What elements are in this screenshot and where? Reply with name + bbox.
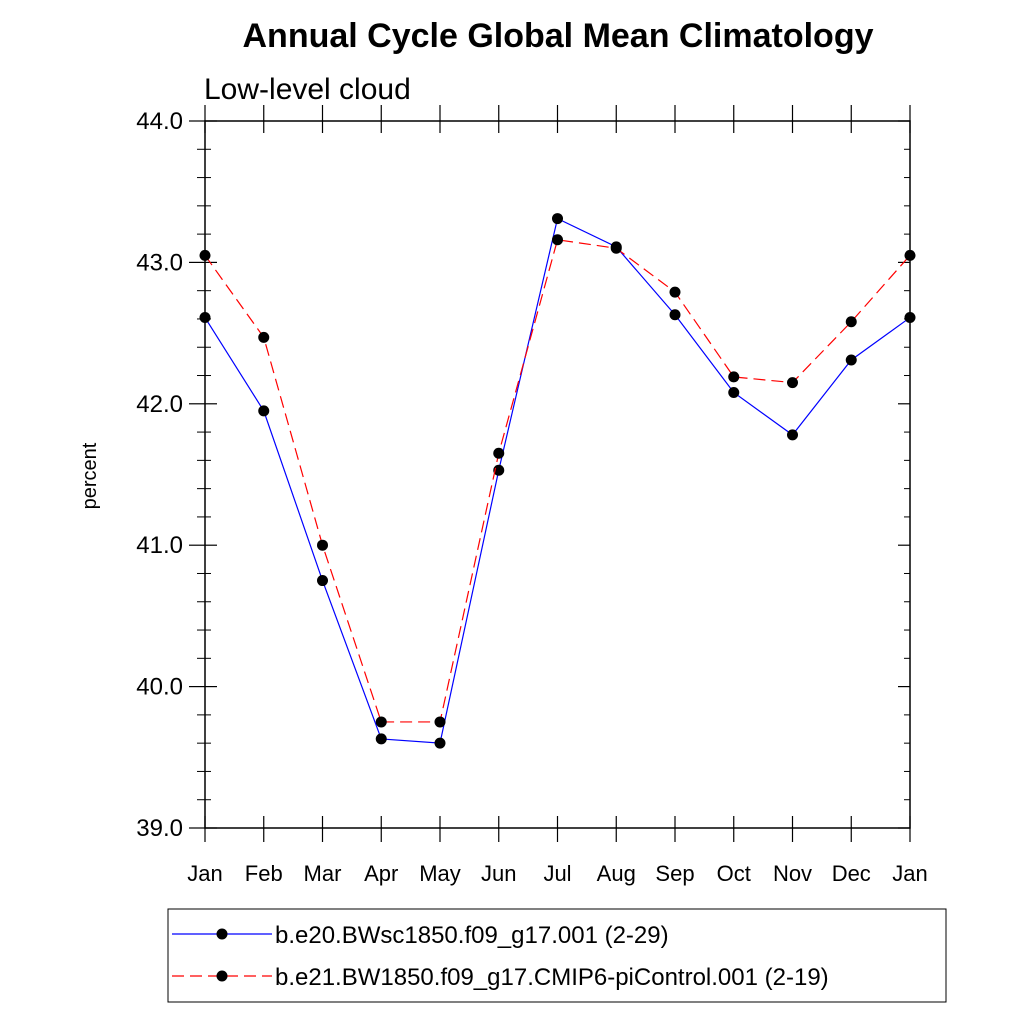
x-tick-label: Nov xyxy=(773,861,812,886)
series-1-point xyxy=(552,213,563,225)
x-tick-label: Jul xyxy=(543,861,571,886)
series-2-point xyxy=(375,716,387,728)
series-1-point xyxy=(728,386,740,398)
chart-subtitle: Low-level cloud xyxy=(204,73,411,106)
legend-label-series-1: b.e20.BWsc1850.f09_g17.001 (2-29) xyxy=(275,922,669,949)
x-tick-label: Apr xyxy=(364,861,398,886)
plot-frame xyxy=(204,120,911,829)
y-tick-labels: 39.0 40.0 41.0 42.0 43.0 44.0 xyxy=(136,108,183,842)
series-1-point xyxy=(669,309,681,321)
series-1-point xyxy=(375,733,387,745)
series-2-point xyxy=(787,377,798,389)
series-1-point xyxy=(787,429,798,441)
series-1-point xyxy=(199,312,211,324)
series-1-point xyxy=(845,354,857,366)
x-tick-label: Jan xyxy=(892,861,927,886)
series-2-point xyxy=(728,371,740,383)
y-tick-label: 39.0 xyxy=(136,815,183,842)
x-tick-label: Aug xyxy=(597,861,636,886)
x-tick-label: Sep xyxy=(655,861,694,886)
series-2-point xyxy=(317,539,328,551)
legend-label-series-2: b.e21.BW1850.f09_g17.CMIP6-piControl.001… xyxy=(275,964,829,991)
series-1-point xyxy=(434,737,446,749)
series-2-point xyxy=(669,286,681,298)
x-tick-label: Feb xyxy=(245,861,283,886)
y-tick-label: 40.0 xyxy=(136,674,183,701)
y-axis-label: percent xyxy=(79,442,101,509)
series-2-point xyxy=(258,331,270,343)
y-tick-label: 44.0 xyxy=(136,108,183,135)
series-2-point xyxy=(434,716,446,728)
series-1-point xyxy=(493,464,505,476)
series-layer xyxy=(199,213,916,749)
series-1-point xyxy=(904,312,916,324)
series-1 xyxy=(199,213,916,749)
series-2-point xyxy=(199,249,211,261)
series-1-point xyxy=(258,405,270,417)
series-2 xyxy=(199,234,916,728)
series-2-point xyxy=(904,249,916,261)
chart-title: Annual Cycle Global Mean Climatology xyxy=(243,17,874,55)
series-2-line xyxy=(204,239,911,723)
y-tick-label: 43.0 xyxy=(136,249,183,276)
legend-box xyxy=(167,908,947,1003)
y-tick-label: 41.0 xyxy=(136,532,183,559)
x-tick-labels: Jan Feb Mar Apr May Jun Jul Aug Sep Oct Nov Dec Jan xyxy=(187,861,927,886)
series-2-point xyxy=(552,234,563,246)
x-tick-label: Dec xyxy=(832,861,871,886)
series-2-point xyxy=(610,242,622,254)
series-2-point xyxy=(493,447,505,459)
series-1-point xyxy=(317,575,328,587)
x-tick-label: Jun xyxy=(481,861,516,886)
x-tick-label: May xyxy=(419,861,461,886)
axis-ticks xyxy=(189,105,911,842)
x-tick-label: Oct xyxy=(717,861,751,886)
legend: b.e20.BWsc1850.f09_g17.001 (2-29) b.e21.… xyxy=(167,908,947,1003)
x-tick-label: Mar xyxy=(304,861,342,886)
series-1-line xyxy=(204,217,911,744)
series-2-point xyxy=(845,316,857,328)
x-tick-label: Jan xyxy=(187,861,222,886)
legend-marker-series-1 xyxy=(216,928,228,940)
legend-marker-series-2 xyxy=(216,970,228,982)
y-tick-label: 42.0 xyxy=(136,391,183,418)
